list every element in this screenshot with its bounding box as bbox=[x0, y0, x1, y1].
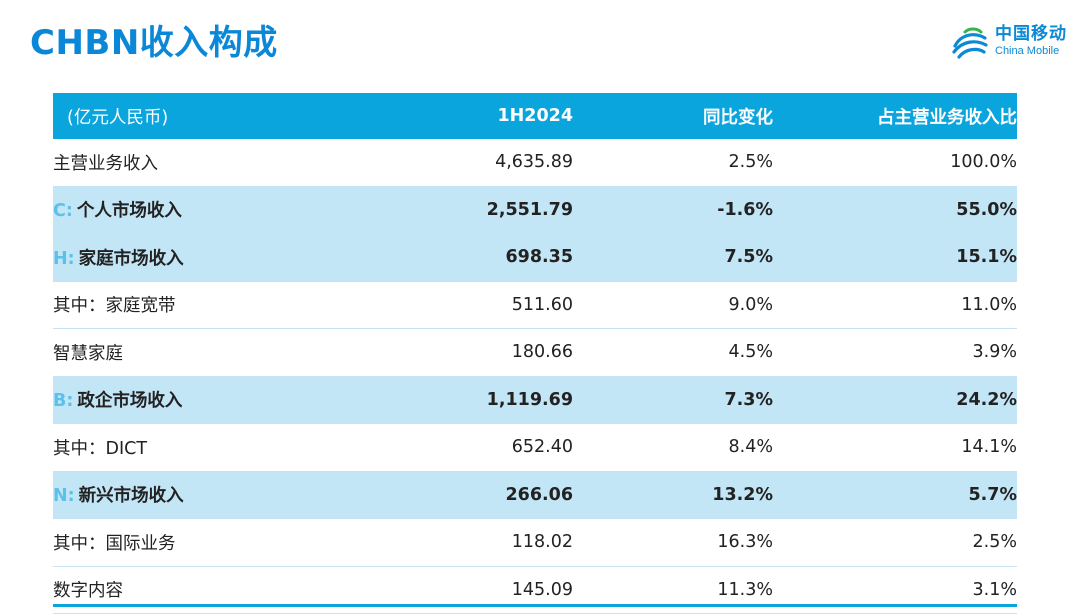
table-row: H: 家庭市场收入 698.35 7.5% 15.1% bbox=[53, 233, 1017, 281]
row-label: 其中：DICT bbox=[53, 438, 148, 459]
bottom-divider bbox=[53, 604, 1017, 607]
row-share: 5.7% bbox=[968, 484, 1017, 505]
row-label: N: 新兴市场收入 bbox=[53, 486, 184, 507]
row-value: 4,635.89 bbox=[495, 152, 573, 173]
row-share: 14.1% bbox=[961, 437, 1017, 458]
row-share: 24.2% bbox=[956, 389, 1017, 410]
row-value: 118.02 bbox=[511, 532, 573, 553]
table-row: B: 政企市场收入 1,119.69 7.3% 24.2% bbox=[53, 376, 1017, 424]
row-value: 145.09 bbox=[511, 579, 573, 600]
segment-letter: H: bbox=[53, 248, 75, 269]
china-mobile-logo-icon bbox=[952, 27, 988, 59]
table-row: C: 个人市场收入 2,551.79 -1.6% 55.0% bbox=[53, 186, 1017, 234]
row-share: 100.0% bbox=[950, 152, 1017, 173]
header-yoy: 同比变化 bbox=[573, 93, 773, 139]
row-yoy: 11.3% bbox=[717, 579, 773, 600]
row-yoy: 13.2% bbox=[712, 484, 773, 505]
row-value: 511.60 bbox=[511, 294, 573, 315]
logo-english-name: China Mobile bbox=[995, 45, 1060, 57]
table-row: 其中：DICT 652.40 8.4% 14.1% bbox=[53, 424, 1017, 471]
row-yoy: 16.3% bbox=[717, 532, 773, 553]
row-value: 2,551.79 bbox=[486, 199, 573, 220]
row-share: 2.5% bbox=[972, 532, 1017, 553]
row-label: C: 个人市场收入 bbox=[53, 201, 182, 222]
row-share: 3.1% bbox=[972, 579, 1017, 600]
segment-letter: N: bbox=[53, 486, 75, 507]
row-yoy: 7.3% bbox=[724, 389, 773, 410]
row-label: 其中：国际业务 bbox=[53, 533, 176, 554]
segment-letter: C: bbox=[53, 201, 73, 222]
row-yoy: 4.5% bbox=[728, 342, 773, 363]
table-row: 其中：家庭宽带 511.60 9.0% 11.0% bbox=[53, 281, 1017, 329]
row-label: 数字内容 bbox=[53, 581, 123, 602]
segment-letter: B: bbox=[53, 391, 74, 412]
row-value: 266.06 bbox=[505, 484, 573, 505]
row-value: 698.35 bbox=[505, 247, 573, 268]
row-yoy: 7.5% bbox=[724, 247, 773, 268]
row-label: 主营业务收入 bbox=[53, 153, 158, 174]
header-unit: (亿元人民币) bbox=[53, 93, 383, 139]
table-header-row: (亿元人民币) 1H2024 同比变化 占主营业务收入比 bbox=[53, 93, 1017, 139]
table-row: N: 新兴市场收入 266.06 13.2% 5.7% bbox=[53, 471, 1017, 519]
header-period: 1H2024 bbox=[383, 93, 573, 139]
row-label: 智慧家庭 bbox=[53, 343, 123, 364]
row-yoy: -1.6% bbox=[717, 199, 773, 220]
row-yoy: 9.0% bbox=[728, 294, 773, 315]
revenue-table: (亿元人民币) 1H2024 同比变化 占主营业务收入比 主营业务收入 4,63… bbox=[53, 93, 1017, 614]
table-row: 智慧家庭 180.66 4.5% 3.9% bbox=[53, 329, 1017, 376]
row-label: B: 政企市场收入 bbox=[53, 391, 183, 412]
header-share: 占主营业务收入比 bbox=[773, 93, 1017, 139]
row-share: 3.9% bbox=[972, 342, 1017, 363]
table-row: 数字内容 145.09 11.3% 3.1% bbox=[53, 566, 1017, 614]
row-share: 15.1% bbox=[956, 247, 1017, 268]
row-label: H: 家庭市场收入 bbox=[53, 248, 184, 269]
page-title: CHBN收入构成 bbox=[30, 23, 278, 63]
row-value: 652.40 bbox=[511, 437, 573, 458]
row-value: 180.66 bbox=[511, 342, 573, 363]
row-share: 55.0% bbox=[956, 199, 1017, 220]
table-row: 主营业务收入 4,635.89 2.5% 100.0% bbox=[53, 139, 1017, 186]
row-share: 11.0% bbox=[961, 294, 1017, 315]
row-label: 其中：家庭宽带 bbox=[53, 296, 176, 317]
table-row: 其中：国际业务 118.02 16.3% 2.5% bbox=[53, 519, 1017, 566]
brand-logo: 中国移动 China Mobile bbox=[951, 26, 1067, 60]
logo-chinese-name: 中国移动 bbox=[995, 24, 1067, 44]
row-yoy: 2.5% bbox=[728, 152, 773, 173]
row-value: 1,119.69 bbox=[486, 389, 573, 410]
row-yoy: 8.4% bbox=[728, 437, 773, 458]
